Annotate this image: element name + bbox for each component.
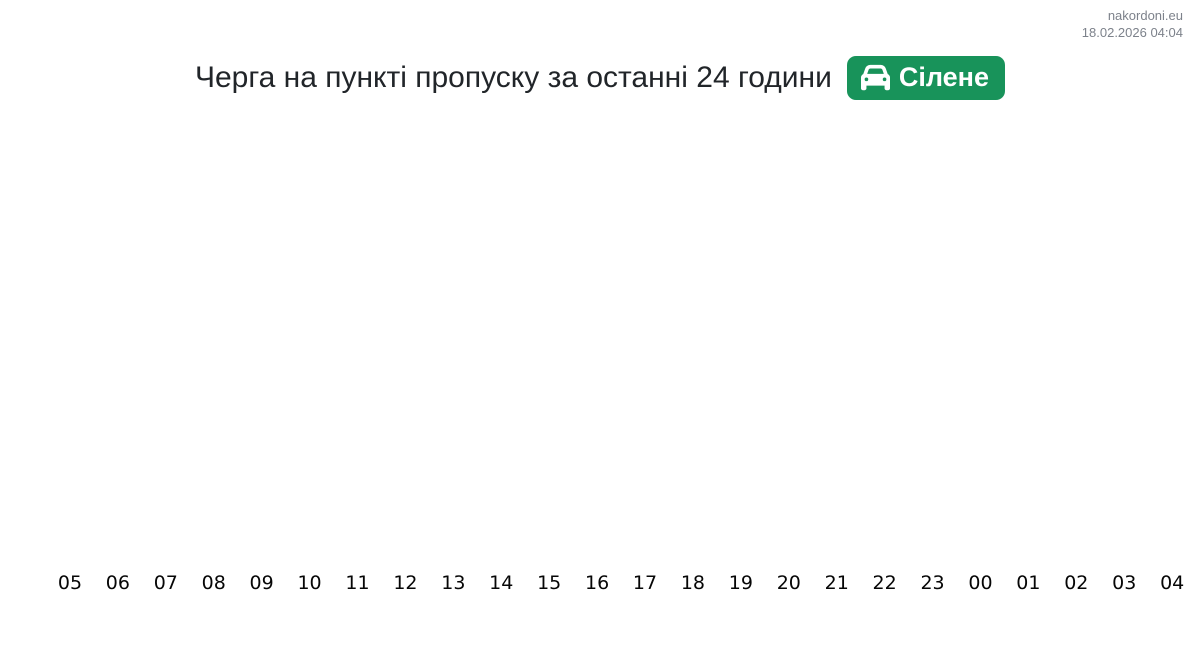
title-row: Черга на пункті пропуску за останні 24 г… [0,56,1200,100]
x-axis-label: 15 [537,572,562,594]
x-axis-label: 13 [441,572,466,594]
x-axis: 05 06 07 08 09 10 11 12 13 14 15 16 17 18 19 20 21 22 23 00… [46,572,1196,594]
badge-label: Сілене [898,62,989,92]
x-axis-label: 12 [393,572,418,594]
x-axis-label: 14 [489,572,514,594]
car-icon [860,63,890,92]
x-axis-label: 11 [345,572,370,594]
checkpoint-badge-button[interactable]: Сілене [846,56,1005,100]
x-axis-label: 00 [968,572,993,594]
x-axis-label: 04 [1160,572,1185,594]
x-axis-label: 03 [1112,572,1137,594]
x-axis-label: 18 [680,572,706,594]
chart-plot-area [0,115,1200,565]
header-meta: nakordoni.eu 18.02.2026 04:04 [1082,8,1183,42]
x-axis-label: 23 [920,572,945,594]
timestamp: 18.02.2026 04:04 [1081,24,1183,40]
x-axis-label: 21 [824,572,849,594]
x-axis-label: 19 [728,572,753,594]
x-axis-label: 02 [1064,572,1089,594]
x-axis-label: 07 [153,572,178,594]
x-axis-label: 17 [632,572,658,594]
page-title: Черга на пункті пропуску за останні 24 г… [194,61,832,94]
x-axis-label: 05 [57,572,83,594]
x-axis-label: 01 [1016,572,1041,594]
x-axis-label: 09 [249,572,274,594]
x-axis-label: 06 [105,572,130,594]
x-axis-label: 08 [201,572,226,594]
site-name: nakordoni.eu [1107,8,1183,23]
x-axis-label: 16 [585,572,610,594]
x-axis-label: 22 [872,572,897,594]
x-axis-label: 20 [776,572,801,594]
x-axis-label: 10 [297,572,322,594]
